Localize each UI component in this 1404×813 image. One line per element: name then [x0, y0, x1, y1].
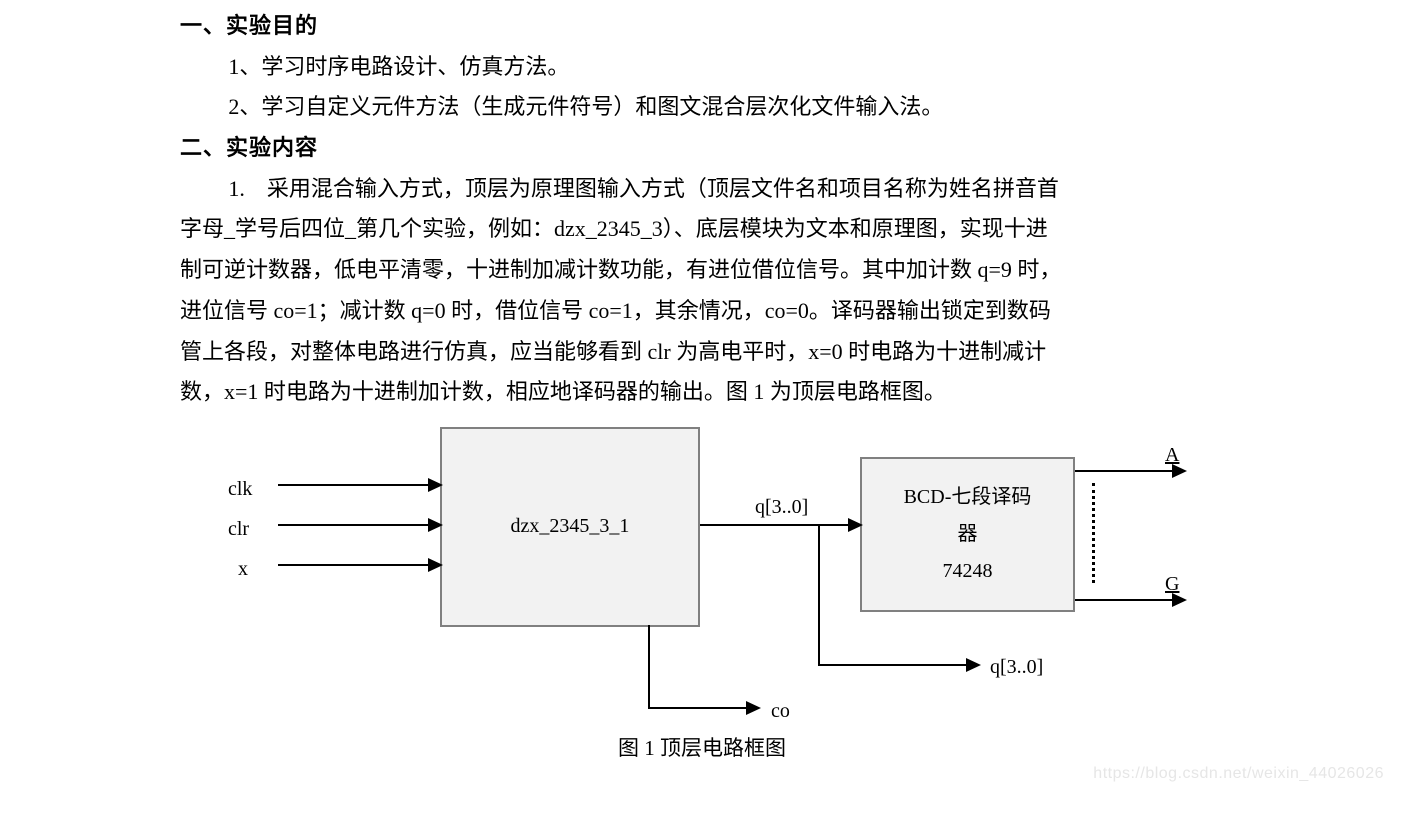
section2-para-line2: 字母_学号后四位_第几个实验，例如：dzx_2345_3）、底层模块为文本和原理… [180, 209, 1224, 250]
label-out-a: A [1165, 437, 1179, 474]
wire-q-tap-h [818, 664, 968, 666]
block-decoder-line3: 74248 [943, 553, 993, 590]
arrow-clk [428, 478, 443, 492]
block-decoder-line1: BCD-七段译码 [904, 479, 1032, 516]
block-decoder: BCD-七段译码 器 74248 [860, 457, 1075, 612]
dots-outputs [1092, 483, 1095, 583]
wire-clk [278, 484, 428, 486]
top-circuit-diagram: dzx_2345_3_1 BCD-七段译码 器 74248 clk clr x … [200, 427, 1200, 727]
label-out-g: G [1165, 566, 1179, 603]
section2-para-line6: 数，x=1 时电路为十进制加计数，相应地译码器的输出。图 1 为顶层电路框图。 [180, 372, 1224, 413]
section2-heading: 二、实验内容 [180, 128, 1224, 169]
wire-q-tap-v [818, 524, 820, 664]
wire-co-v [648, 625, 650, 707]
label-q-mid: q[3..0] [755, 489, 808, 526]
arrow-x [428, 558, 443, 572]
wire-co-h [648, 707, 748, 709]
label-q-out: q[3..0] [990, 649, 1043, 686]
label-x: x [238, 551, 248, 588]
arrow-co [746, 701, 761, 715]
block-decoder-line2: 器 [958, 516, 978, 553]
section2-para-line3: 制可逆计数器，低电平清零，十进制加减计数功能，有进位借位信号。其中加计数 q=9… [180, 250, 1224, 291]
section1-heading: 一、实验目的 [180, 6, 1224, 47]
section2-para-line1: 1. 采用混合输入方式，顶层为原理图输入方式（顶层文件名和项目名称为姓名拼音首 [180, 169, 1224, 210]
wire-out-a [1075, 470, 1175, 472]
label-clk: clk [228, 471, 252, 508]
label-co: co [771, 693, 790, 730]
watermark: https://blog.csdn.net/weixin_44026026 [1093, 759, 1384, 789]
arrow-q-mid [848, 518, 863, 532]
block-counter: dzx_2345_3_1 [440, 427, 700, 627]
wire-out-g [1075, 599, 1175, 601]
section2-para-line5: 管上各段，对整体电路进行仿真，应当能够看到 clr 为高电平时，x=0 时电路为… [180, 332, 1224, 373]
block-counter-label: dzx_2345_3_1 [511, 508, 630, 545]
arrow-q-out [966, 658, 981, 672]
section1-item-1: 1、学习时序电路设计、仿真方法。 [180, 47, 1224, 88]
section2-para-line4: 进位信号 co=1；减计数 q=0 时，借位信号 co=1，其余情况，co=0。… [180, 291, 1224, 332]
label-clr: clr [228, 511, 249, 548]
wire-x [278, 564, 428, 566]
section1-item-2: 2、学习自定义元件方法（生成元件符号）和图文混合层次化文件输入法。 [180, 87, 1224, 128]
wire-clr [278, 524, 428, 526]
arrow-clr [428, 518, 443, 532]
